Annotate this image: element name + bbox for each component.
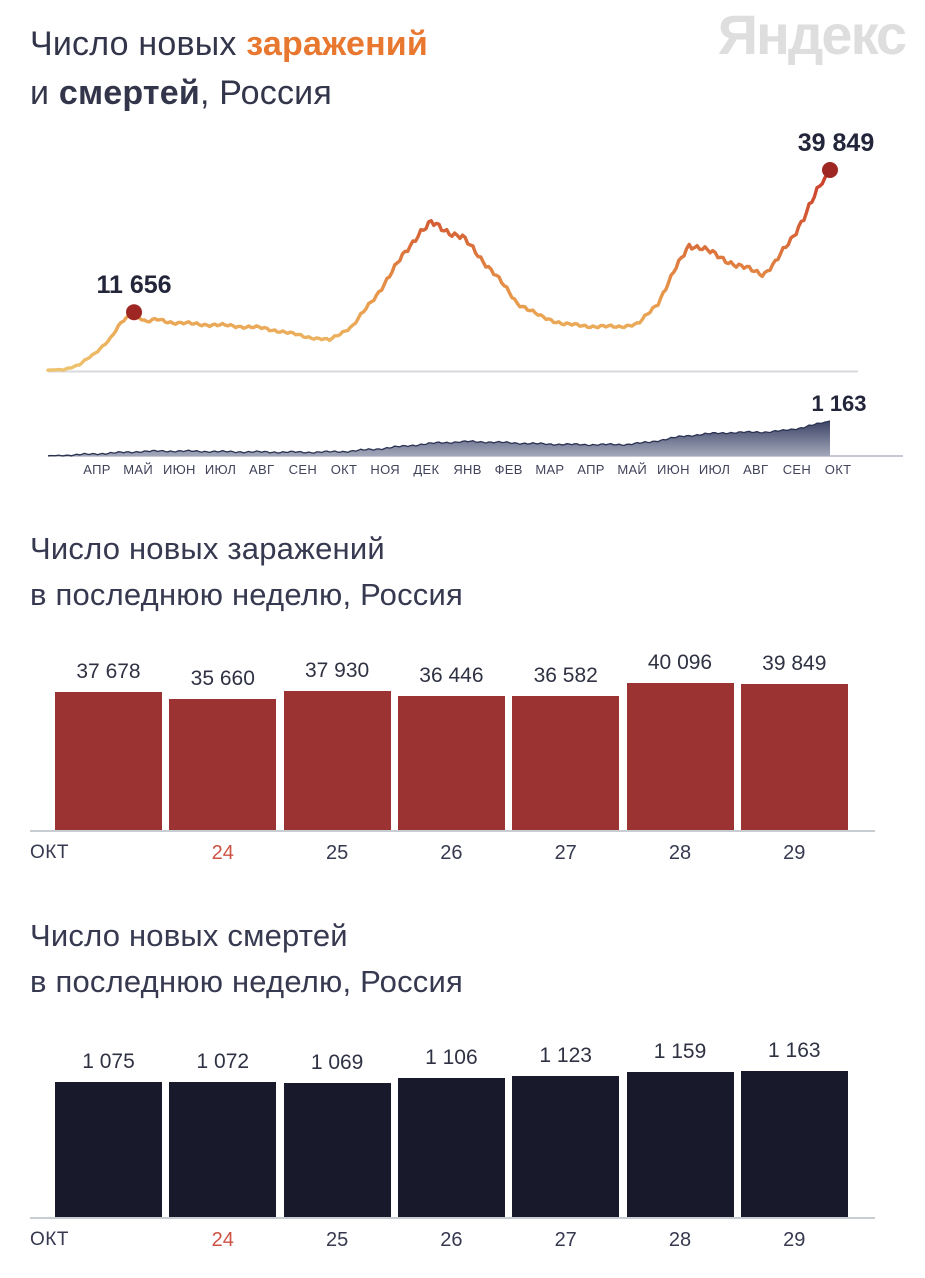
deaths-area-series xyxy=(48,421,830,456)
bar xyxy=(512,695,620,830)
bar xyxy=(740,1071,848,1217)
deaths-area-edge xyxy=(47,420,831,457)
first-peak-dot xyxy=(126,304,143,321)
month-label: СЕН xyxy=(782,462,812,477)
title-text: и xyxy=(30,74,59,112)
x-axis-month-label: ОКТ xyxy=(30,842,69,863)
bar-value-label: 1 123 xyxy=(539,1044,592,1068)
month-label: ИЮН xyxy=(162,462,196,477)
title-text: Число новых xyxy=(30,25,247,63)
bar-value-label: 35 660 xyxy=(190,667,255,691)
bar-value-label: 1 072 xyxy=(196,1050,250,1074)
x-axis-day-label: 27 xyxy=(554,842,577,864)
x-axis-line xyxy=(30,830,875,832)
bar xyxy=(626,1071,734,1217)
x-axis-day-label: 27 xyxy=(554,1229,577,1251)
deaths-week-title-line2: в последнюю неделю, Россия xyxy=(30,964,463,999)
x-axis-day-label: 26 xyxy=(440,842,463,864)
x-axis-day-label: 24 xyxy=(211,1229,234,1251)
month-label: ЯНВ xyxy=(453,462,482,477)
title-accent-infections: заражений xyxy=(246,25,429,63)
month-label: ОКТ xyxy=(824,462,852,477)
infections-line-series xyxy=(46,168,832,372)
bar-value-label: 39 849 xyxy=(762,651,827,675)
page-title: Число новых заражений и смертей, Россия xyxy=(30,20,428,118)
first-peak-value-label: 11 656 xyxy=(96,271,172,299)
month-label: НОЯ xyxy=(370,462,400,477)
bar xyxy=(397,696,505,830)
x-axis-day-label: 24 xyxy=(211,842,234,864)
x-axis-day-label: 28 xyxy=(668,842,692,864)
bar-value-label: 1 075 xyxy=(82,1050,135,1074)
bar-value-label: 36 446 xyxy=(419,664,484,688)
infections-week-title: Число новых заражений в последнюю неделю… xyxy=(30,526,463,618)
month-label: МАЙ xyxy=(123,462,154,477)
bar xyxy=(740,683,848,830)
month-label: АВГ xyxy=(743,462,769,477)
bar xyxy=(626,683,734,830)
page-title-line1: Число новых заражений xyxy=(30,20,428,69)
bar-value-label: 36 582 xyxy=(533,663,598,687)
infections-week-title-line2: в последнюю неделю, Россия xyxy=(30,577,463,612)
month-label: ИЮН xyxy=(656,462,690,477)
deaths-last-value-label: 1 163 xyxy=(811,391,867,416)
bar-value-label: 1 106 xyxy=(425,1046,478,1070)
x-axis-day-label: 26 xyxy=(440,1229,463,1251)
bar xyxy=(55,691,162,830)
bar xyxy=(55,1082,162,1217)
month-label: СЕН xyxy=(288,462,318,477)
month-label: АПР xyxy=(577,462,605,477)
bar-value-label: 1 159 xyxy=(653,1039,707,1063)
bar-value-label: 1 163 xyxy=(768,1039,821,1062)
infections-week-title-line1: Число новых заражений xyxy=(30,531,385,566)
page-title-line2: и смертей, Россия xyxy=(30,69,428,118)
month-label: АВГ xyxy=(249,462,275,477)
x-axis-month-label: ОКТ xyxy=(30,1229,69,1250)
month-label: ДЕК xyxy=(413,462,440,477)
last-point-dot xyxy=(822,162,838,178)
bar-value-label: 1 069 xyxy=(310,1050,364,1074)
bar xyxy=(283,690,391,830)
month-label: ИЮЛ xyxy=(698,462,731,477)
month-label: МАЙ xyxy=(617,462,648,477)
month-label: ФЕВ xyxy=(494,462,523,477)
bar xyxy=(283,1082,391,1217)
month-label: МАР xyxy=(535,462,565,477)
x-axis-day-label: 25 xyxy=(325,842,349,864)
x-axis-day-label: 29 xyxy=(783,1229,806,1251)
x-axis-day-label: 28 xyxy=(668,1229,692,1251)
bar-value-label: 40 096 xyxy=(647,651,713,674)
deaths-week-title: Число новых смертей в последнюю неделю, … xyxy=(30,913,463,1005)
month-label: АПР xyxy=(83,462,111,477)
title-text: , Россия xyxy=(200,74,332,112)
bar xyxy=(169,1082,277,1217)
bar-value-label: 37 930 xyxy=(304,658,370,682)
x-axis-day-label: 25 xyxy=(325,1229,349,1251)
bar-value-label: 37 678 xyxy=(76,659,141,683)
month-label: ОКТ xyxy=(330,462,358,477)
bar xyxy=(397,1078,505,1217)
timeline-chart xyxy=(46,162,903,457)
yandex-logo: Яндекс xyxy=(717,3,907,66)
bar xyxy=(169,699,277,830)
x-axis-day-label: 29 xyxy=(783,842,806,864)
deaths-week-title-line1: Число новых смертей xyxy=(30,918,348,953)
last-point-value-label: 39 849 xyxy=(797,129,875,157)
title-bold-deaths: смертей xyxy=(58,74,200,112)
bar xyxy=(512,1076,620,1217)
month-label: ИЮЛ xyxy=(204,462,237,477)
x-axis-line xyxy=(30,1217,875,1219)
